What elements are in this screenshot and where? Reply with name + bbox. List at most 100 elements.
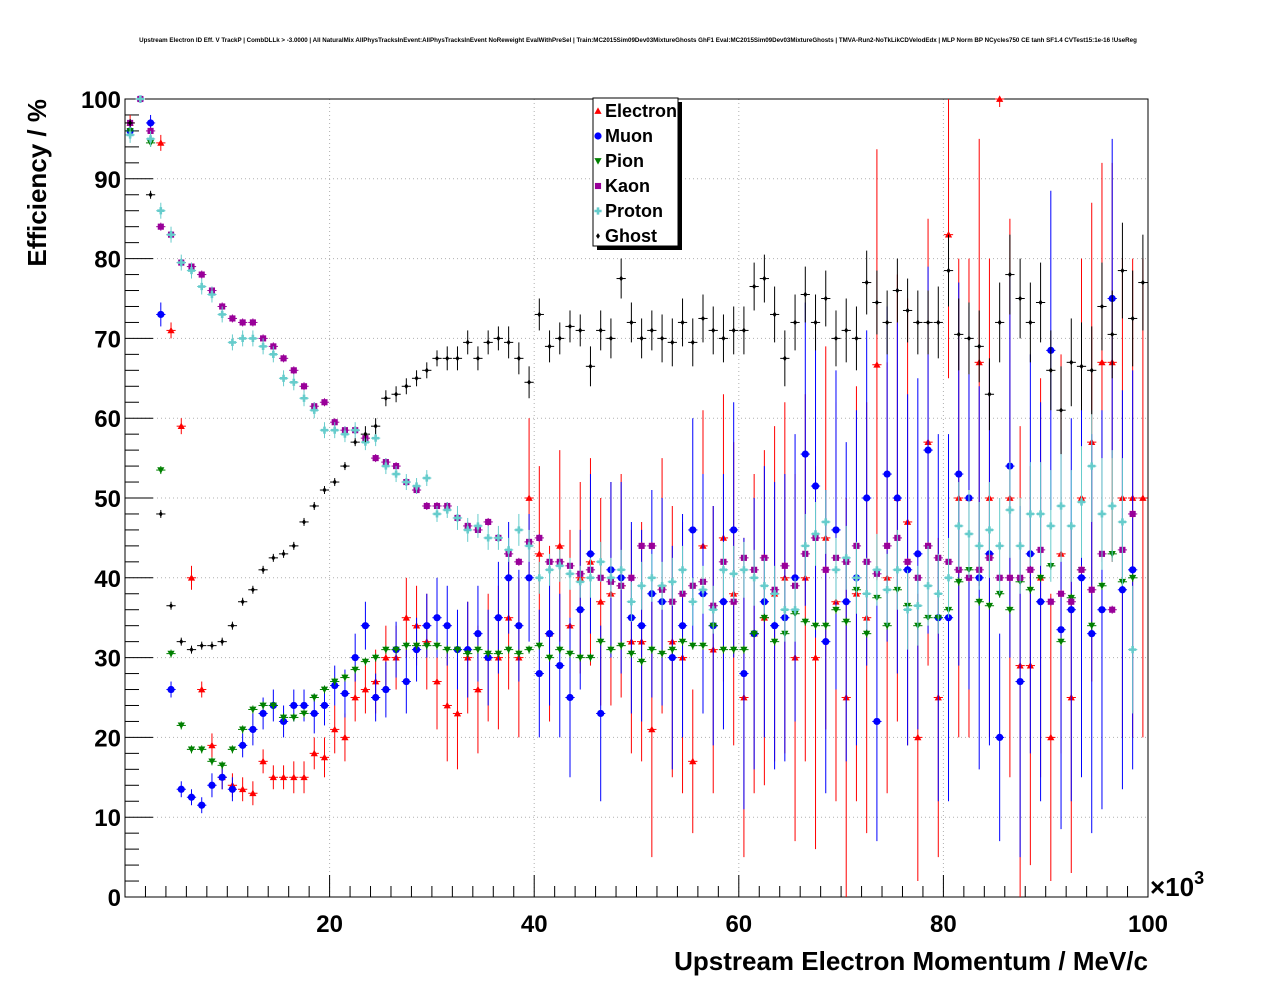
muon-marker [771, 622, 779, 630]
electron-marker [259, 757, 267, 765]
series-proton [125, 95, 1138, 714]
muon-marker [873, 717, 881, 726]
ghost-marker [527, 379, 532, 386]
x-tick-label: 40 [521, 911, 548, 938]
muon-marker [1077, 574, 1086, 582]
pion-point [1056, 637, 1066, 646]
ghost-point [596, 310, 606, 351]
pion-marker [740, 646, 748, 654]
ghost-point [381, 390, 391, 407]
ghost-marker [608, 335, 613, 342]
kaon-point [902, 557, 913, 566]
ghost-point [524, 366, 534, 399]
proton-point [749, 549, 759, 606]
proton-marker [1047, 522, 1055, 530]
electron-point [176, 418, 186, 435]
ghost-point [1035, 262, 1046, 343]
electron-point [330, 705, 340, 754]
proton-point [555, 549, 565, 582]
pion-point [504, 645, 514, 654]
ghost-marker [1018, 295, 1023, 302]
muon-marker [842, 598, 850, 606]
kaon-marker [157, 223, 164, 230]
electron-marker [208, 741, 216, 749]
pion-marker [719, 646, 728, 654]
pion-marker [290, 714, 298, 722]
pion-marker [484, 650, 492, 658]
ghost-point [299, 517, 309, 526]
kaon-point [1046, 597, 1056, 606]
muon-point [309, 693, 319, 734]
proton-point [1076, 446, 1087, 558]
muon-marker [597, 709, 605, 718]
electron-marker [1047, 733, 1055, 741]
pion-marker [331, 678, 339, 686]
pion-marker [1057, 638, 1065, 646]
pion-point [381, 645, 391, 654]
muon-marker [218, 773, 226, 781]
ghost-point [749, 262, 759, 311]
pion-marker [402, 642, 410, 650]
kaon-marker [536, 534, 543, 541]
electron-marker [361, 685, 370, 693]
proton-marker [893, 566, 901, 574]
ghost-point [943, 234, 954, 307]
proton-marker [678, 566, 687, 574]
proton-point [677, 545, 688, 594]
muon-marker [1118, 586, 1127, 594]
kaon-point [248, 318, 258, 327]
kaon-point [278, 354, 289, 363]
proton-point [1107, 450, 1117, 562]
electron-point [268, 765, 278, 790]
ghost-point [933, 286, 943, 359]
pion-point [1097, 581, 1107, 590]
proton-point [135, 95, 145, 103]
pion-point [810, 621, 821, 630]
pion-point [647, 645, 657, 654]
electron-point [289, 761, 299, 794]
proton-point [759, 557, 769, 614]
ghost-point [401, 378, 411, 395]
proton-marker [484, 534, 492, 542]
ghost-marker [588, 363, 593, 370]
ghost-marker [1130, 315, 1135, 322]
ghost-marker [199, 642, 204, 649]
ghost-point [954, 298, 964, 371]
pion-marker [249, 706, 257, 714]
muon-marker [545, 630, 554, 638]
muon-marker [228, 785, 237, 793]
kaon-marker [280, 355, 287, 362]
ghost-marker [578, 327, 583, 334]
ghost-marker [1038, 299, 1043, 306]
ghost-point [391, 386, 401, 403]
proton-marker [341, 430, 349, 438]
ghost-point [616, 258, 626, 299]
proton-marker [1118, 518, 1127, 526]
ghost-marker [302, 519, 307, 525]
kaon-marker [423, 502, 430, 510]
proton-marker [719, 566, 728, 574]
ghost-marker [189, 646, 194, 653]
muon-marker [914, 550, 922, 558]
proton-point [1097, 458, 1107, 570]
pion-point [534, 641, 544, 650]
proton-marker [259, 342, 267, 350]
axis-ticks: 20 40 60 80 100 0 10 20 30 40 50 60 70 80 90 100 [81, 87, 1168, 938]
legend-label-muon: Muon [605, 126, 653, 146]
ghost-point [1015, 258, 1025, 339]
ghost-point [626, 302, 636, 343]
pion-point [493, 649, 504, 658]
ghost-point [718, 314, 729, 363]
ghost-marker [312, 503, 317, 509]
ghost-marker [342, 463, 347, 469]
muon-point [718, 474, 729, 730]
pion-marker [167, 650, 175, 658]
pion-marker [239, 726, 247, 734]
pion-marker [157, 467, 165, 474]
proton-marker [617, 566, 625, 574]
electron-marker [239, 785, 247, 793]
pion-marker [638, 658, 646, 666]
proton-marker [1129, 646, 1137, 654]
proton-marker [903, 606, 912, 614]
